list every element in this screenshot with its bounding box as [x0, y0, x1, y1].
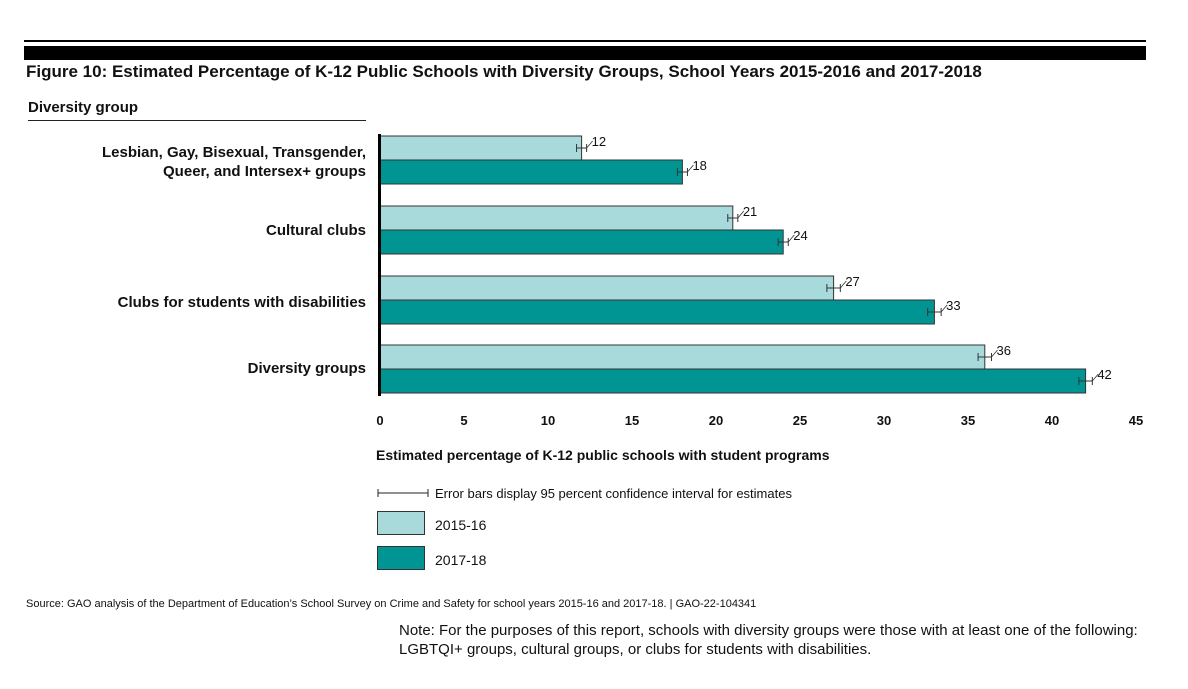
data-label: 36	[997, 343, 1011, 358]
figure-title: Figure 10: Estimated Percentage of K-12 …	[26, 62, 982, 81]
legend-error-bar-text: Error bars display 95 percent confidence…	[435, 486, 792, 501]
legend-label-2015-16: 2015-16	[435, 517, 487, 533]
data-label-leader	[737, 210, 745, 219]
bar	[379, 368, 1087, 394]
data-label: 24	[793, 228, 807, 243]
legend-label-2017-18: 2017-18	[435, 552, 487, 568]
data-label-leader	[940, 304, 948, 313]
top-rule-thick	[24, 46, 1146, 60]
data-label: 27	[845, 274, 859, 289]
data-label: 21	[743, 204, 757, 219]
data-label: 18	[692, 158, 706, 173]
bar	[379, 275, 835, 301]
bar	[379, 299, 935, 325]
x-tick-label: 15	[625, 413, 639, 428]
data-label: 33	[946, 298, 960, 313]
category-label-line: Diversity groups	[247, 360, 366, 377]
data-label: 12	[592, 134, 606, 149]
y-axis-line	[378, 134, 381, 396]
data-label-leader	[687, 164, 694, 173]
category-label-line: Cultural clubs	[265, 222, 366, 239]
x-tick-label: 25	[793, 413, 807, 428]
bar	[379, 135, 583, 161]
category-label-diversity: Diversity groups	[248, 359, 366, 378]
category-axis-heading: Diversity group	[28, 99, 139, 116]
category-label-line: Clubs for students with disabilities	[117, 294, 366, 311]
x-axis-label: Estimated percentage of K-12 public scho…	[376, 447, 830, 463]
data-label-leader	[1092, 373, 1099, 382]
bar	[379, 159, 683, 185]
legend-swatch-2017-18	[377, 546, 425, 570]
bar-chart: 12 21 27 36 18 24 33 42 0 5 10 15 20 25 30 35 40 45	[376, 134, 1143, 428]
data-label: 42	[1097, 367, 1111, 382]
top-rule-thin	[24, 40, 1146, 42]
legend-error-bar-icon	[377, 489, 429, 497]
footnote: Note: For the purposes of this report, s…	[399, 622, 1138, 658]
x-tick-label: 40	[1045, 413, 1059, 428]
x-tick-label: 30	[877, 413, 891, 428]
category-label-disabilities: Clubs for students with disabilities	[118, 293, 366, 312]
x-tick-label: 0	[376, 413, 383, 428]
data-label-leader	[787, 234, 795, 243]
bar	[379, 344, 986, 370]
data-label-leader	[991, 349, 998, 358]
category-label-line: Lesbian, Gay, Bisexual, Transgender,	[102, 144, 366, 161]
category-heading-rule	[28, 120, 366, 121]
category-label-cultural: Cultural clubs	[266, 221, 366, 240]
x-tick-label: 10	[541, 413, 555, 428]
legend-swatch-2015-16	[377, 511, 425, 535]
data-label-leader	[586, 140, 593, 149]
x-tick-label: 35	[961, 413, 975, 428]
data-label-leader	[840, 280, 847, 289]
bar	[379, 205, 734, 231]
category-label-line: Queer, and Intersex+ groups	[163, 163, 366, 180]
x-tick-label: 5	[460, 413, 467, 428]
source-note: Source: GAO analysis of the Department o…	[26, 598, 757, 610]
bar	[379, 229, 784, 255]
x-tick-label: 45	[1129, 413, 1143, 428]
x-tick-label: 20	[709, 413, 723, 428]
category-label-lgbtqi: Lesbian, Gay, Bisexual, Transgender, Que…	[102, 143, 366, 181]
